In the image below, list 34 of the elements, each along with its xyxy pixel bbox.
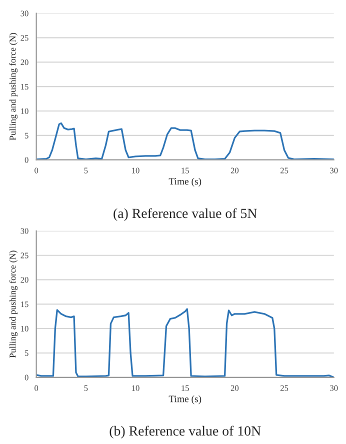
x-tick-label: 25: [280, 168, 288, 174]
y-tick-label: 30: [20, 228, 28, 234]
y-tick-label: 15: [21, 84, 28, 90]
x-tick-label: 5: [84, 168, 88, 174]
y-tick-label: 10: [21, 108, 28, 114]
x-tick-label: 20: [230, 168, 239, 174]
y-tick-label: 20: [20, 277, 28, 283]
y-tick-label: 10: [21, 326, 28, 332]
x-tick-label: 0: [34, 168, 38, 174]
y-tick-label: 20: [20, 60, 28, 66]
x-tick-label: 10: [132, 385, 140, 391]
text: (a) Reference value of 5N: [114, 208, 257, 221]
x-tick-label: 30: [330, 168, 338, 174]
y-tick-label: 5: [25, 350, 28, 356]
y-tick-label: 15: [21, 302, 28, 308]
x-axis-title: Time (s): [168, 395, 202, 404]
y-axis-title: Pulling and pushing force (N): [9, 33, 18, 140]
x-tick-label: 10: [132, 168, 140, 174]
x-tick-label: 5: [84, 385, 88, 391]
y-tick-label: 25: [20, 35, 28, 41]
y-tick-label: 5: [25, 132, 28, 138]
y-axis-title: Pulling and pushing force (N): [9, 250, 18, 358]
x-tick-label: 25: [280, 385, 288, 391]
x-tick-label: 0: [34, 385, 38, 391]
x-axis-title: Time (s): [168, 178, 202, 187]
y-tick-label: 30: [20, 10, 28, 16]
text: (b) Reference value of 10N: [110, 426, 261, 438]
x-tick-label: 15: [182, 168, 189, 174]
y-tick-label: 0: [24, 374, 28, 380]
x-tick-label: 30: [330, 385, 338, 391]
x-tick-label: 20: [230, 385, 239, 391]
y-tick-label: 0: [24, 157, 28, 163]
x-tick-label: 15: [182, 385, 189, 391]
y-tick-label: 25: [20, 252, 28, 258]
